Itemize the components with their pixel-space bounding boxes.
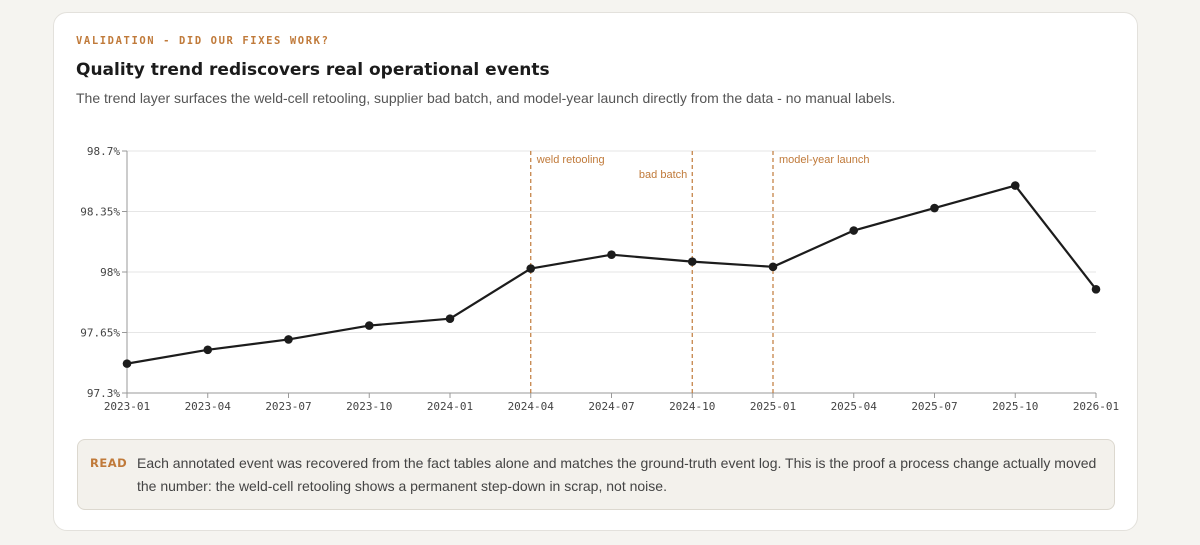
data-point bbox=[849, 226, 859, 235]
x-tick-label: 2024-04 bbox=[508, 400, 555, 413]
chart-title: Quality trend rediscovers real operation… bbox=[76, 60, 550, 80]
data-point bbox=[526, 264, 536, 273]
event-label: weld retooling bbox=[536, 154, 605, 166]
section-eyebrow: VALIDATION - DID OUR FIXES WORK? bbox=[76, 35, 330, 47]
event-label: model-year launch bbox=[779, 154, 870, 166]
x-tick-label: 2024-10 bbox=[669, 400, 715, 413]
read-label: READ bbox=[90, 456, 128, 470]
x-tick-label: 2024-07 bbox=[588, 400, 634, 413]
series-line bbox=[126, 184, 1097, 365]
data-point bbox=[1010, 181, 1020, 190]
x-tick-label: 2023-04 bbox=[185, 400, 232, 413]
read-callout: READ Each annotated event was recovered … bbox=[77, 439, 1115, 510]
y-tick-label: 97.3% bbox=[87, 387, 120, 400]
data-point bbox=[1091, 284, 1101, 294]
x-tick-label: 2025-07 bbox=[911, 400, 957, 413]
data-point bbox=[768, 262, 778, 272]
read-text: Each annotated event was recovered from … bbox=[137, 455, 1097, 494]
x-tick-label: 2025-10 bbox=[992, 400, 1038, 413]
x-tick-label: 2025-04 bbox=[831, 400, 878, 413]
data-point bbox=[364, 321, 374, 330]
y-tick-label: 97.65% bbox=[80, 327, 120, 340]
data-point bbox=[687, 257, 697, 266]
data-point bbox=[930, 203, 939, 213]
x-tick-label: 2023-07 bbox=[265, 400, 311, 413]
quality-trend-chart: 98.7% 98.35% 98% 97.65% 97.3%2023-01 2023-04 2… bbox=[80, 145, 1119, 413]
data-point bbox=[203, 345, 213, 355]
data-point bbox=[445, 314, 455, 323]
chart-subtitle: The trend layer surfaces the weld-cell r… bbox=[76, 90, 896, 106]
y-tick-label: 98% bbox=[100, 266, 120, 279]
y-tick-label: 98.35% bbox=[80, 206, 120, 219]
validation-card: VALIDATION - DID OUR FIXES WORK? Quality… bbox=[53, 12, 1138, 531]
data-point bbox=[607, 250, 616, 260]
x-tick-label: 2025-01 bbox=[750, 400, 796, 413]
event-label: bad batch bbox=[639, 169, 687, 181]
x-tick-label: 2023-01 bbox=[104, 400, 150, 413]
x-tick-label: 2024-01 bbox=[427, 400, 473, 413]
y-tick-label: 98.7% bbox=[87, 145, 120, 158]
data-point bbox=[122, 359, 132, 368]
x-tick-label: 2023-10 bbox=[346, 400, 392, 413]
x-tick-label: 2026-01 bbox=[1073, 400, 1119, 413]
data-point bbox=[284, 335, 293, 344]
